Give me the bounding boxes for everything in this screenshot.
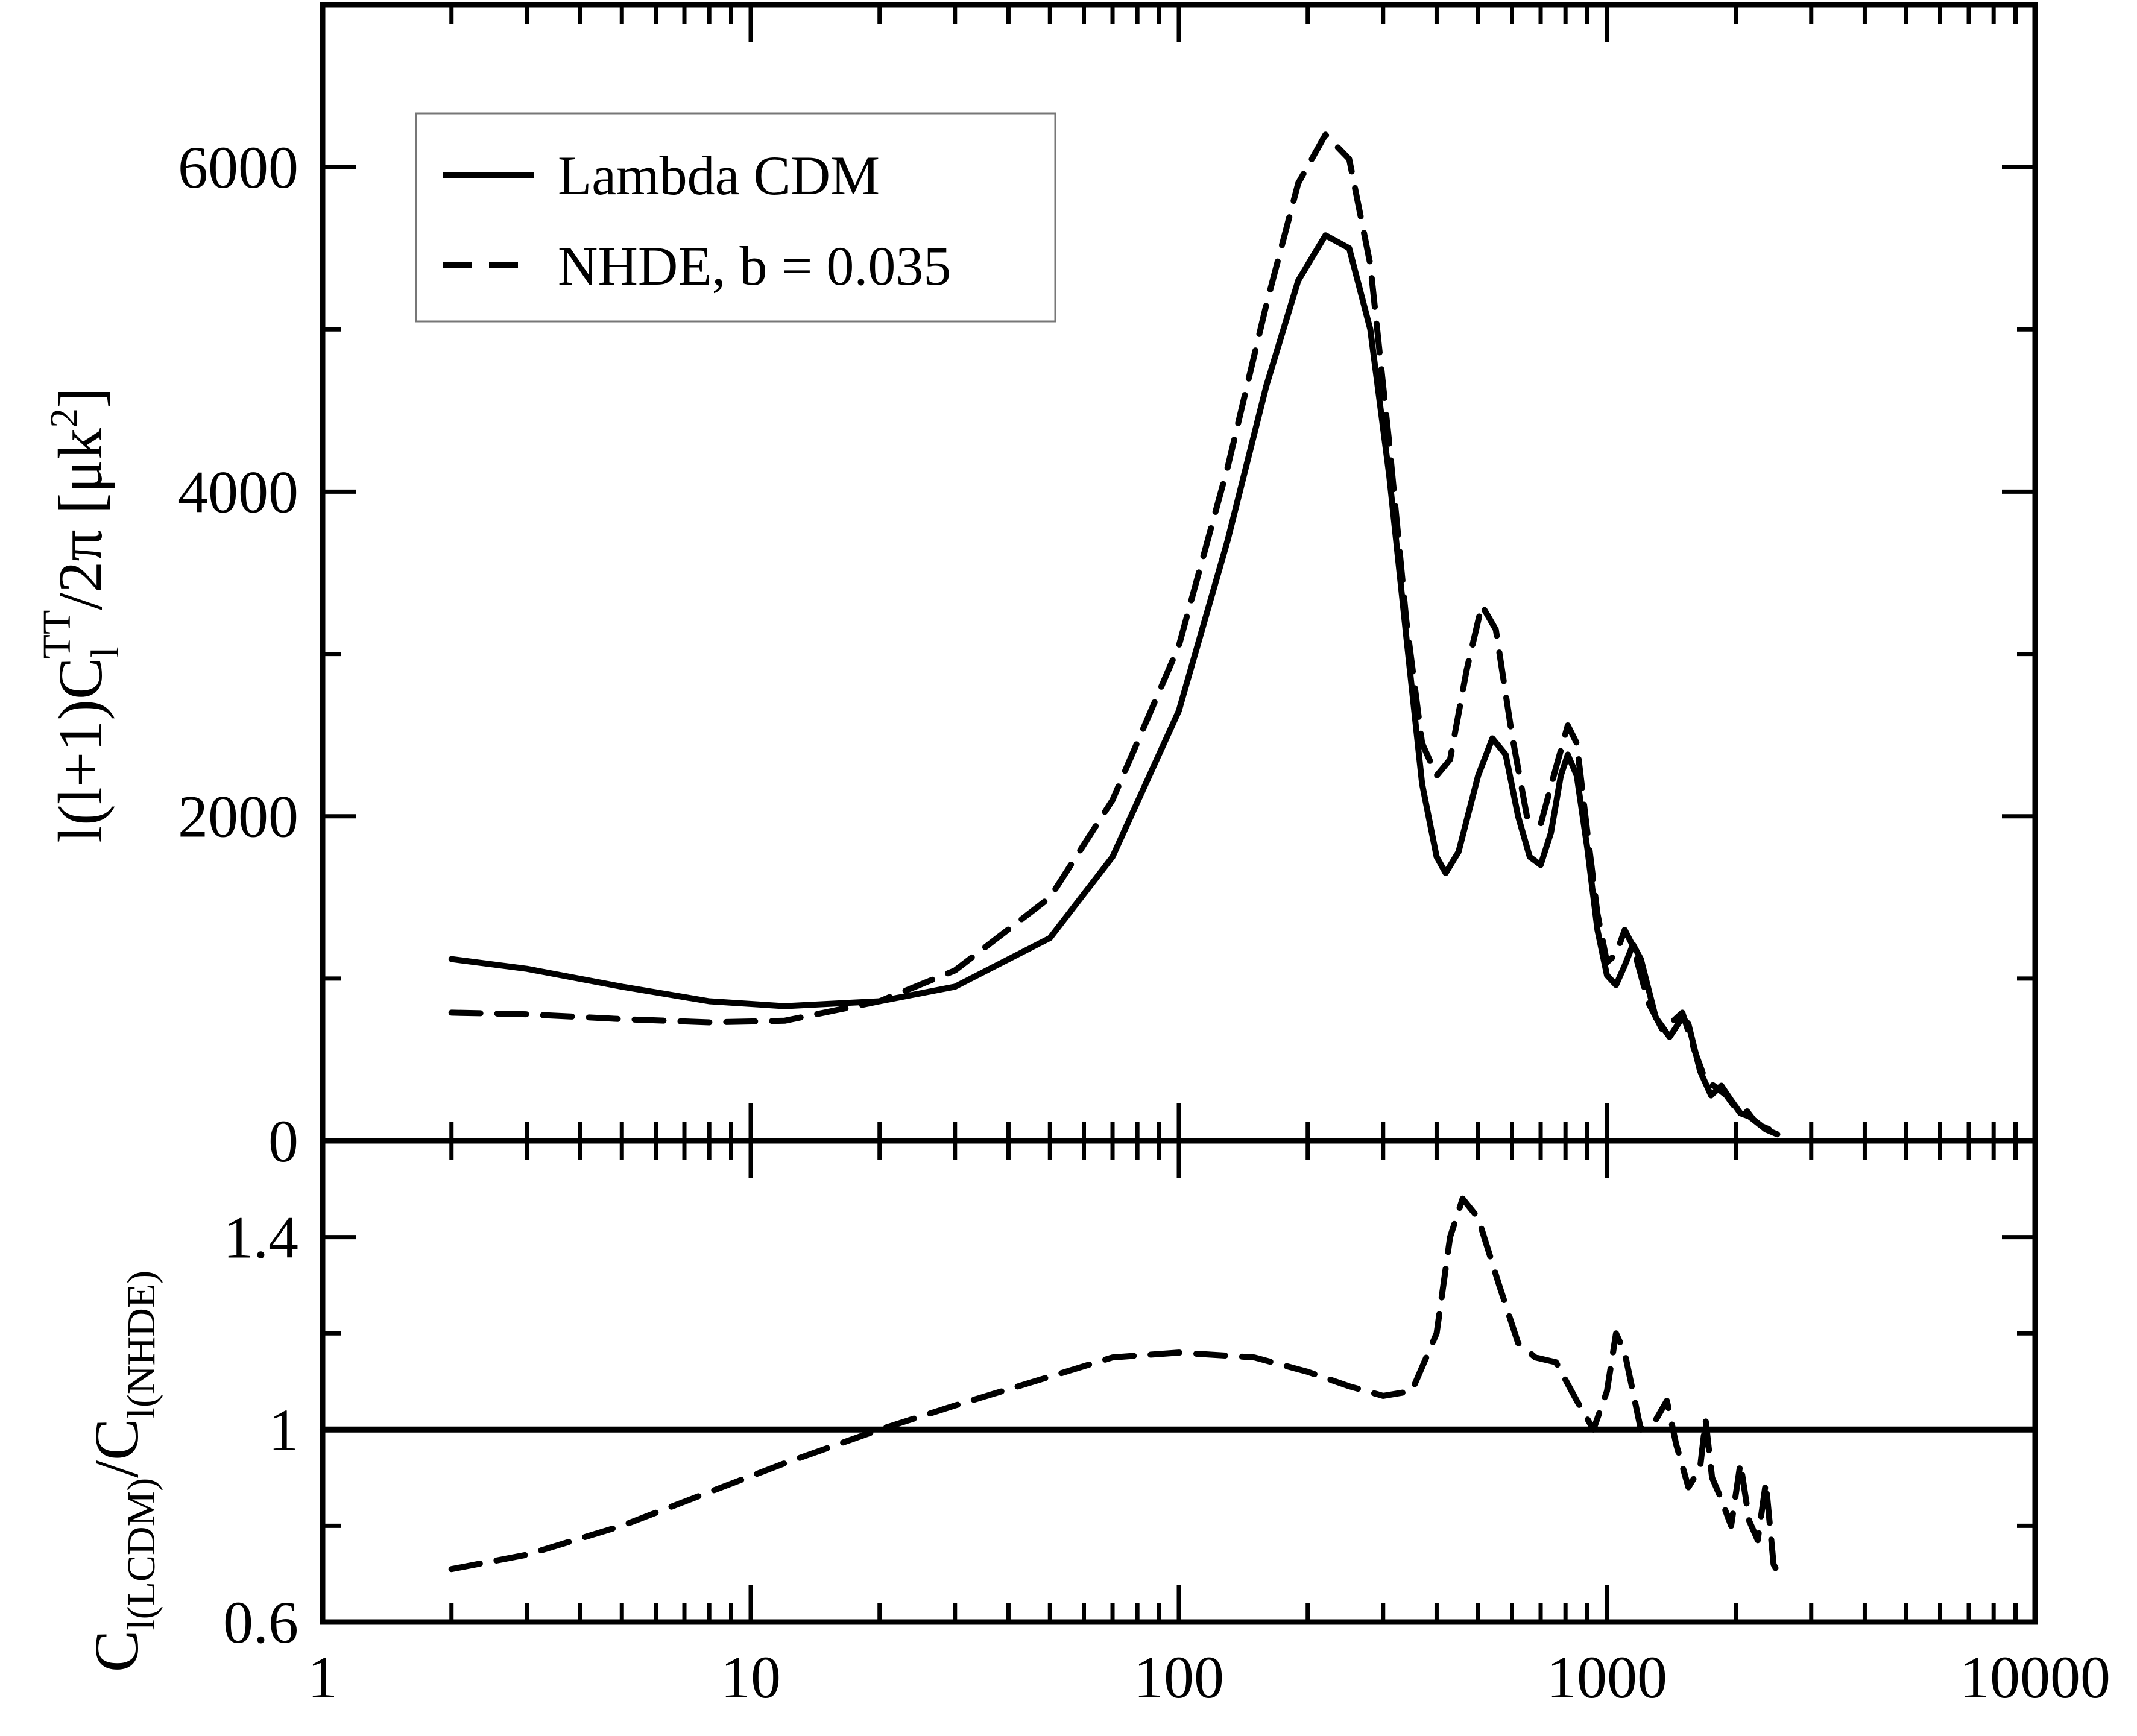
top-y-tick-label: 0 (268, 1108, 298, 1175)
legend-box (415, 112, 1056, 323)
x-tick-label: 100 (1134, 1644, 1224, 1711)
bottom-y-tick-label: 0.6 (223, 1589, 298, 1656)
top-y-tick-label: 6000 (178, 134, 298, 201)
top-series-solid-line (448, 232, 1781, 1138)
bottom-series-dashed-line (448, 1195, 1784, 1582)
top-series-dashed-line (448, 131, 1781, 1136)
top-y-axis-label: l(l+1)ClTT/2π [μk2] (35, 387, 127, 843)
top-y-tick-label: 4000 (178, 458, 298, 525)
bottom-panel-frame (320, 1138, 2038, 1625)
bottom-y-tick-label: 1.4 (223, 1204, 298, 1271)
legend-label-nhde: NHDE, b = 0.035 (558, 235, 951, 297)
bottom-y-tick-label: 1 (268, 1397, 298, 1463)
legend-label-lambda-cdm: Lambda CDM (558, 145, 880, 206)
legend: Lambda CDM NHDE, b = 0.035 (415, 112, 1056, 323)
x-tick-label: 10000 (1960, 1644, 2110, 1711)
bottom-y-axis-label: Cl(LCDM)/Cl(NHDE) (82, 1270, 163, 1672)
top-y-tick-label: 2000 (178, 783, 298, 850)
x-tick-label: 1 (308, 1644, 338, 1711)
x-tick-label: 1000 (1547, 1644, 1667, 1711)
bottom-panel (320, 1138, 2038, 1625)
x-tick-label: 10 (721, 1644, 781, 1711)
